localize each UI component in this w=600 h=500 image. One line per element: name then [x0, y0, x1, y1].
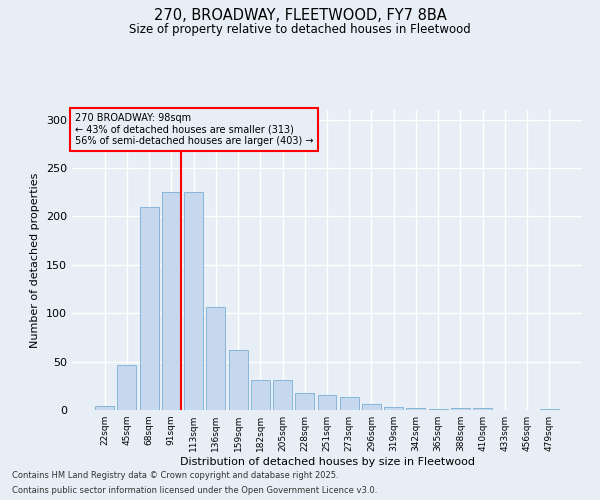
Bar — [340, 398, 359, 410]
Bar — [251, 380, 270, 410]
Bar — [317, 394, 337, 410]
Bar — [362, 404, 381, 410]
Bar — [429, 409, 448, 410]
Bar — [118, 366, 136, 410]
Text: 270, BROADWAY, FLEETWOOD, FY7 8BA: 270, BROADWAY, FLEETWOOD, FY7 8BA — [154, 8, 446, 22]
Bar — [273, 380, 292, 410]
Bar — [206, 308, 225, 410]
Bar — [540, 409, 559, 410]
Bar — [95, 406, 114, 410]
Text: 270 BROADWAY: 98sqm
← 43% of detached houses are smaller (313)
56% of semi-detac: 270 BROADWAY: 98sqm ← 43% of detached ho… — [74, 113, 313, 146]
X-axis label: Distribution of detached houses by size in Fleetwood: Distribution of detached houses by size … — [179, 457, 475, 467]
Bar — [140, 207, 158, 410]
Bar — [162, 192, 181, 410]
Bar — [295, 392, 314, 410]
Bar — [184, 192, 203, 410]
Bar — [406, 408, 425, 410]
Text: Size of property relative to detached houses in Fleetwood: Size of property relative to detached ho… — [129, 22, 471, 36]
Text: Contains public sector information licensed under the Open Government Licence v3: Contains public sector information licen… — [12, 486, 377, 495]
Y-axis label: Number of detached properties: Number of detached properties — [31, 172, 40, 348]
Bar — [451, 408, 470, 410]
Bar — [229, 350, 248, 410]
Bar — [384, 407, 403, 410]
Text: Contains HM Land Registry data © Crown copyright and database right 2025.: Contains HM Land Registry data © Crown c… — [12, 471, 338, 480]
Bar — [473, 408, 492, 410]
